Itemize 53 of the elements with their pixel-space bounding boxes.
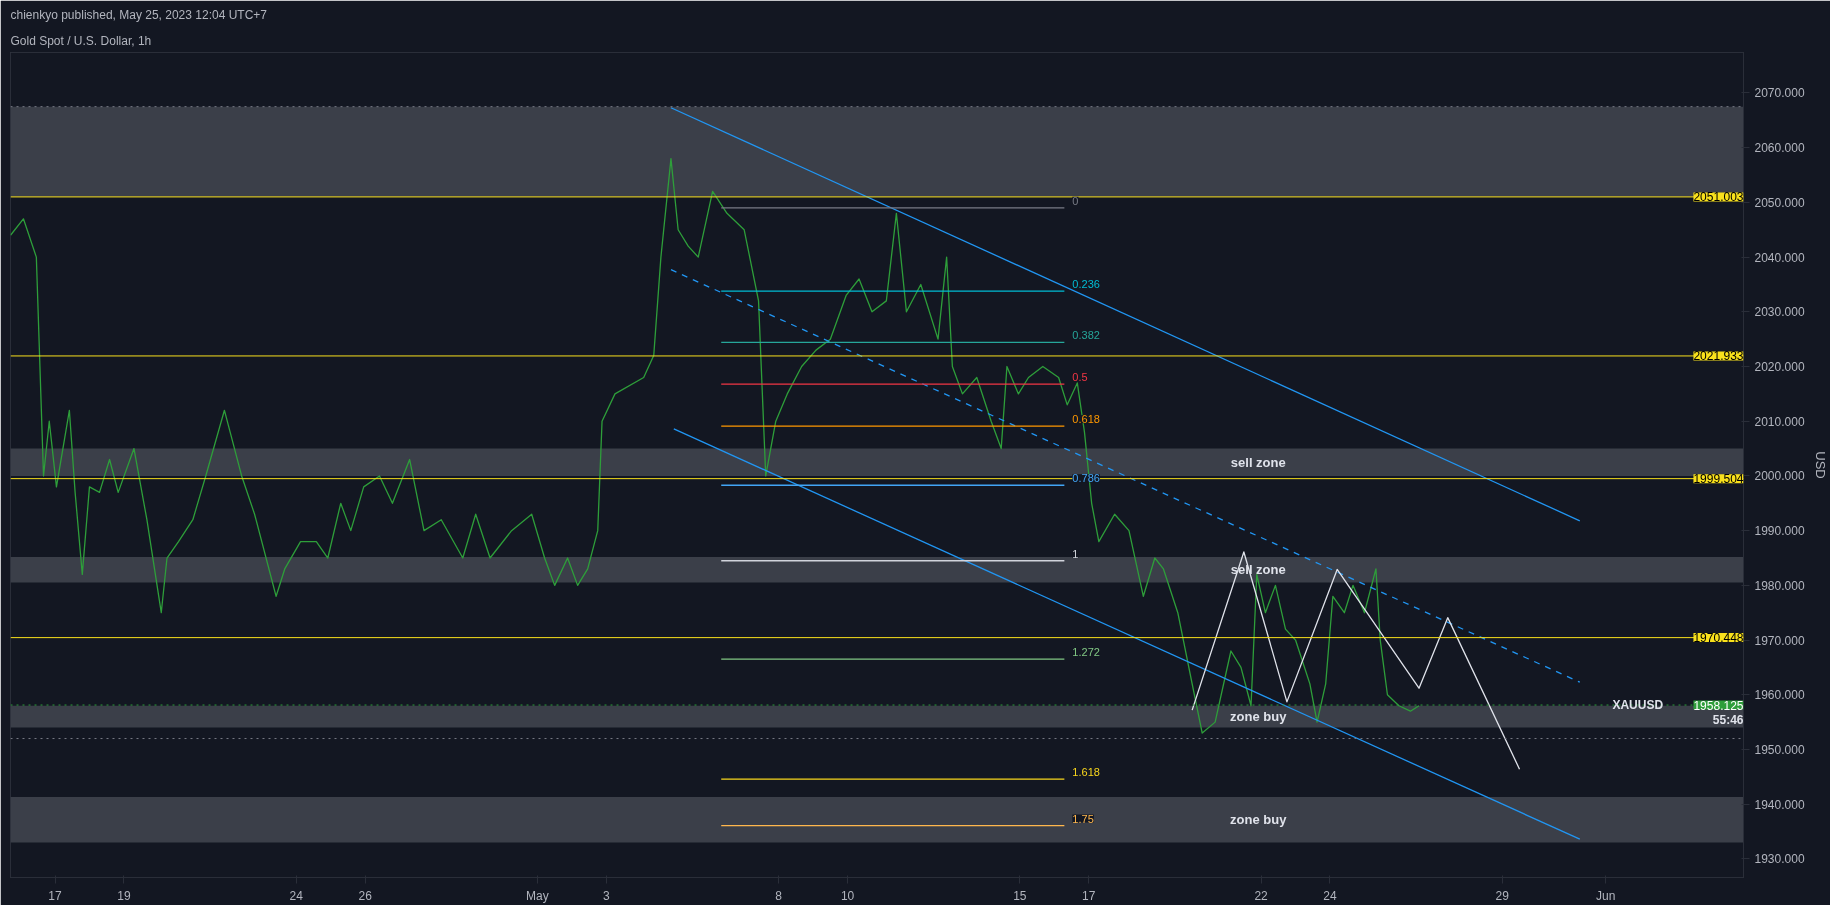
y-tick-label: 2000.000 xyxy=(1754,469,1805,484)
series-label: 0.382 xyxy=(1072,329,1100,342)
annotation: XAUUSD xyxy=(1612,698,1664,713)
y-tick-label: 2020.000 xyxy=(1754,360,1805,375)
y-tick-label: 2030.000 xyxy=(1754,305,1805,320)
chart-subtitle: chienkyo published, May 25, 2023 12:04 UTC+7 xyxy=(10,7,268,22)
chart-title: Gold Spot / U.S. Dollar, 1h xyxy=(10,33,152,48)
band-label: sell zone xyxy=(1230,454,1286,470)
y-tick-label: 1930.000 xyxy=(1754,852,1805,867)
line-series xyxy=(1191,551,1521,770)
y-tick-label: 1990.000 xyxy=(1754,524,1805,539)
y-tick-label: 1940.000 xyxy=(1754,797,1805,812)
series-label: 1.272 xyxy=(1072,646,1100,659)
series-label: 1.75 xyxy=(1072,812,1094,825)
series-label: 0 xyxy=(1072,194,1079,207)
x-tick-label: 26 xyxy=(358,888,373,903)
ref-line-label: 1958.125 xyxy=(1693,698,1744,713)
y-tick-label: 1980.000 xyxy=(1754,578,1805,593)
ref-line-label: 1999.504 xyxy=(1693,472,1744,487)
y-tick-label: 2050.000 xyxy=(1754,195,1805,210)
y-axis-title: USD xyxy=(1812,451,1828,479)
ref-line-label: 1970.448 xyxy=(1693,631,1744,646)
x-tick-label: 10 xyxy=(840,888,855,903)
y-tick-label: 2010.000 xyxy=(1754,414,1805,429)
y-tick-label: 1960.000 xyxy=(1754,688,1805,703)
x-tick-label: 17 xyxy=(1082,888,1096,903)
x-tick-label: 15 xyxy=(1013,888,1027,903)
x-tick-label: 8 xyxy=(775,888,783,903)
x-tick-label: May xyxy=(526,888,549,903)
band-label: zone buy xyxy=(1230,709,1288,725)
series-label: 0.618 xyxy=(1072,413,1100,426)
annotation: 55:46 xyxy=(1712,713,1744,728)
x-tick-label: 17 xyxy=(48,888,63,903)
series-label: 0.786 xyxy=(1072,472,1100,485)
series-label: 1.618 xyxy=(1072,766,1100,779)
x-tick-label: 29 xyxy=(1495,888,1510,903)
y-tick-label: 2070.000 xyxy=(1754,86,1805,101)
x-tick-label: 22 xyxy=(1254,888,1269,903)
y-tick-label: 1950.000 xyxy=(1754,742,1805,757)
y-tick-label: 2060.000 xyxy=(1754,141,1805,156)
series-label: 0.5 xyxy=(1072,371,1088,384)
band-label: zone buy xyxy=(1230,812,1288,828)
series-label: 1 xyxy=(1072,547,1079,560)
y-tick-label: 2040.000 xyxy=(1754,250,1805,265)
x-tick-label: 24 xyxy=(289,888,304,903)
x-tick-label: 24 xyxy=(1323,888,1337,903)
ref-line-label: 2051.003 xyxy=(1693,190,1744,205)
y-tick-label: 1970.000 xyxy=(1754,633,1805,648)
x-tick-label: 19 xyxy=(117,888,131,903)
series-label: 0.236 xyxy=(1072,278,1100,291)
ref-line-label: 2021.933 xyxy=(1693,349,1744,364)
x-tick-label: Jun xyxy=(1595,888,1616,903)
x-tick-label: 3 xyxy=(603,888,611,903)
